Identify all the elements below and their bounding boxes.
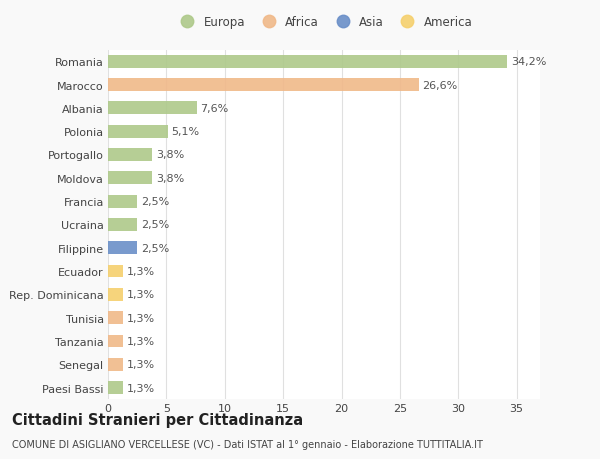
Text: 2,5%: 2,5% xyxy=(140,220,169,230)
Bar xyxy=(108,335,123,347)
Text: 3,8%: 3,8% xyxy=(156,150,184,160)
Bar xyxy=(108,242,137,255)
Text: 2,5%: 2,5% xyxy=(140,243,169,253)
Bar xyxy=(108,56,508,68)
Bar xyxy=(108,102,197,115)
Bar xyxy=(108,312,123,325)
Text: 1,3%: 1,3% xyxy=(127,313,155,323)
Text: 1,3%: 1,3% xyxy=(127,266,155,276)
Text: 34,2%: 34,2% xyxy=(511,57,546,67)
Text: 26,6%: 26,6% xyxy=(422,80,457,90)
Text: 5,1%: 5,1% xyxy=(171,127,199,137)
Text: 2,5%: 2,5% xyxy=(140,196,169,207)
Text: 1,3%: 1,3% xyxy=(127,290,155,300)
Bar xyxy=(108,265,123,278)
Bar xyxy=(108,381,123,394)
Bar xyxy=(108,125,167,138)
Text: 3,8%: 3,8% xyxy=(156,174,184,184)
Bar xyxy=(108,79,419,92)
Text: 7,6%: 7,6% xyxy=(200,104,229,114)
Bar xyxy=(108,149,152,162)
Text: Cittadini Stranieri per Cittadinanza: Cittadini Stranieri per Cittadinanza xyxy=(12,413,303,428)
Bar xyxy=(108,358,123,371)
Bar xyxy=(108,218,137,231)
Bar xyxy=(108,172,152,185)
Bar xyxy=(108,288,123,301)
Text: 1,3%: 1,3% xyxy=(127,359,155,369)
Text: COMUNE DI ASIGLIANO VERCELLESE (VC) - Dati ISTAT al 1° gennaio - Elaborazione TU: COMUNE DI ASIGLIANO VERCELLESE (VC) - Da… xyxy=(12,440,483,449)
Text: 1,3%: 1,3% xyxy=(127,383,155,393)
Legend: Europa, Africa, Asia, America: Europa, Africa, Asia, America xyxy=(175,16,473,29)
Text: 1,3%: 1,3% xyxy=(127,336,155,346)
Bar xyxy=(108,195,137,208)
